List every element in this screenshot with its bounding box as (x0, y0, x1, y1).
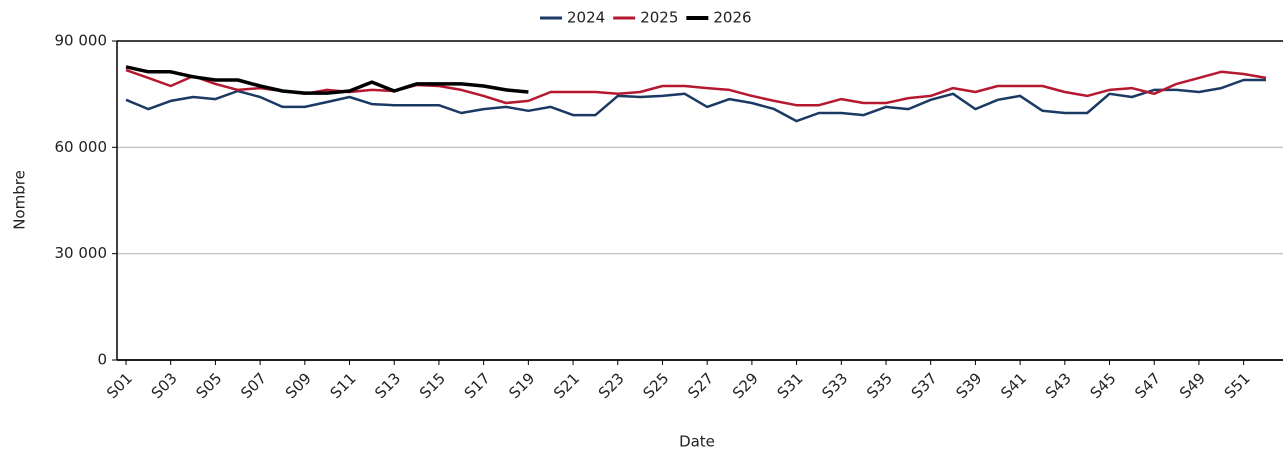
x-tick-label: S45 (1087, 369, 1120, 402)
x-axis-label: Date (679, 433, 715, 451)
x-tick-label: S21 (550, 369, 583, 402)
series-line (125, 78, 1266, 123)
x-tick-label: S23 (595, 369, 628, 402)
x-tick-label: S25 (640, 369, 673, 402)
y-tick-label: 60 000 (55, 138, 108, 156)
x-tick-label: S03 (148, 369, 181, 402)
x-tick-label: S41 (997, 369, 1030, 402)
x-tick-label: S13 (371, 369, 404, 402)
x-tick-label: S11 (327, 369, 360, 402)
x-tick-label: S43 (1042, 369, 1075, 402)
y-axis-label: Nombre (11, 170, 29, 230)
x-tick-label: S49 (1176, 369, 1209, 402)
x-tick-label: S09 (282, 369, 315, 402)
x-tick-label: S35 (863, 369, 896, 402)
x-tick-label: S07 (237, 369, 270, 402)
x-tick-label: S19 (505, 369, 538, 402)
legend-label: 2024 (567, 9, 605, 27)
x-tick-label: S47 (1131, 369, 1164, 402)
x-tick-label: S51 (1221, 369, 1254, 402)
y-tick-label: 30 000 (55, 244, 108, 262)
x-tick-label: S39 (952, 369, 985, 402)
x-tick-label: S33 (818, 369, 851, 402)
series-line (125, 65, 529, 95)
x-tick-label: S17 (461, 369, 494, 402)
x-tick-label: S05 (192, 369, 225, 402)
y-tick-label: 0 (97, 351, 107, 369)
y-tick-label: 90 000 (55, 32, 108, 50)
x-tick-label: S01 (103, 369, 136, 402)
x-tick-label: S31 (774, 369, 807, 402)
x-tick-label: S15 (416, 369, 449, 402)
legend-label: 2025 (640, 9, 678, 27)
x-tick-label: S37 (908, 369, 941, 402)
x-tick-label: S29 (729, 369, 762, 402)
x-tick-label: S27 (684, 369, 717, 402)
legend-label: 2026 (713, 9, 751, 27)
